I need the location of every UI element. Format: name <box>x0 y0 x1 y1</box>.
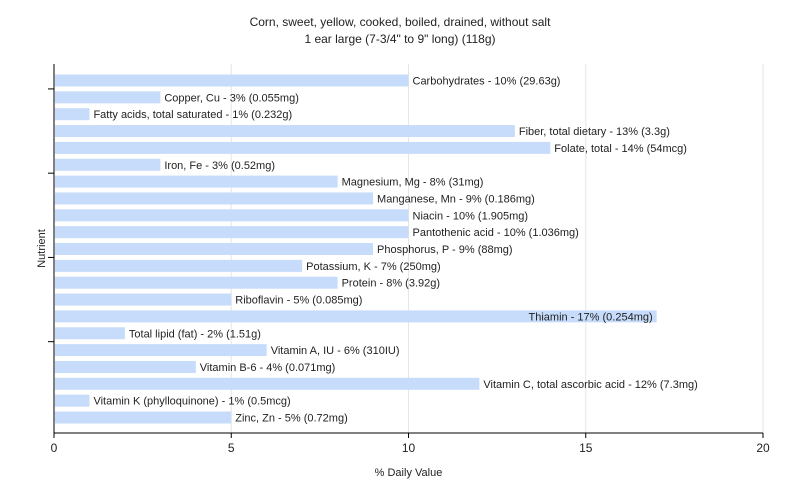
bar <box>55 141 551 154</box>
bar-label: Total lipid (fat) - 2% (1.51g) <box>129 328 261 340</box>
bar <box>55 310 657 323</box>
bar-label: Vitamin C, total ascorbic acid - 12% (7.… <box>483 379 697 391</box>
bar-label: Manganese, Mn - 9% (0.186mg) <box>377 193 535 205</box>
chart-subtitle: 1 ear large (7-3/4" to 9" long) (118g) <box>304 32 496 46</box>
bar-label: Copper, Cu - 3% (0.055mg) <box>164 92 299 104</box>
bar <box>55 226 409 239</box>
x-tick-label: 20 <box>756 441 770 455</box>
bar <box>55 394 90 407</box>
chart-title: Corn, sweet, yellow, cooked, boiled, dra… <box>249 15 551 29</box>
bar-label: Vitamin K (phylloquinone) - 1% (0.5mcg) <box>93 396 290 408</box>
bar <box>55 243 374 255</box>
bar <box>55 74 409 87</box>
x-tick-label: 0 <box>51 441 58 455</box>
x-tick-label: 10 <box>402 441 416 455</box>
chart-title-block: Corn, sweet, yellow, cooked, boiled, dra… <box>0 14 800 48</box>
bar <box>55 209 409 222</box>
bar <box>55 259 303 272</box>
bar-label: Thiamin - 17% (0.254mg) <box>529 311 653 323</box>
bar <box>55 327 125 340</box>
bar <box>55 91 161 104</box>
bar <box>55 411 232 424</box>
bar-label: Vitamin B-6 - 4% (0.071mg) <box>200 362 336 374</box>
x-tick-label: 5 <box>228 441 235 455</box>
bar-label: Fatty acids, total saturated - 1% (0.232… <box>93 109 292 121</box>
bar-label: Fiber, total dietary - 13% (3.3g) <box>519 126 670 138</box>
y-axis-title: Nutrient <box>36 229 48 268</box>
bar-label: Carbohydrates - 10% (29.63g) <box>413 76 561 88</box>
bar-label: Folate, total - 14% (54mcg) <box>554 143 687 155</box>
bar-label: Zinc, Zn - 5% (0.72mg) <box>235 413 347 425</box>
bar-label: Riboflavin - 5% (0.085mg) <box>235 295 362 307</box>
bar <box>55 192 374 205</box>
bar-label: Phosphorus, P - 9% (88mg) <box>377 244 513 256</box>
x-tick-label: 15 <box>579 441 593 455</box>
x-axis-title: % Daily Value <box>375 467 443 479</box>
bar <box>55 344 267 357</box>
bar <box>55 158 161 171</box>
bar-label: Protein - 8% (3.92g) <box>342 278 440 290</box>
bar <box>55 108 90 121</box>
bar-label: Vitamin A, IU - 6% (310IU) <box>271 345 400 357</box>
bar-label: Pantothenic acid - 10% (1.036mg) <box>413 227 579 239</box>
bar <box>55 276 338 289</box>
bar-label: Potassium, K - 7% (250mg) <box>306 261 441 273</box>
bar <box>55 125 515 138</box>
bar-label: Magnesium, Mg - 8% (31mg) <box>342 177 484 189</box>
bar-label: Niacin - 10% (1.905mg) <box>413 210 529 222</box>
bar <box>55 175 338 188</box>
bar <box>55 293 232 306</box>
bar <box>55 377 480 390</box>
bar-label: Iron, Fe - 3% (0.52mg) <box>164 160 275 172</box>
bar <box>55 360 196 373</box>
